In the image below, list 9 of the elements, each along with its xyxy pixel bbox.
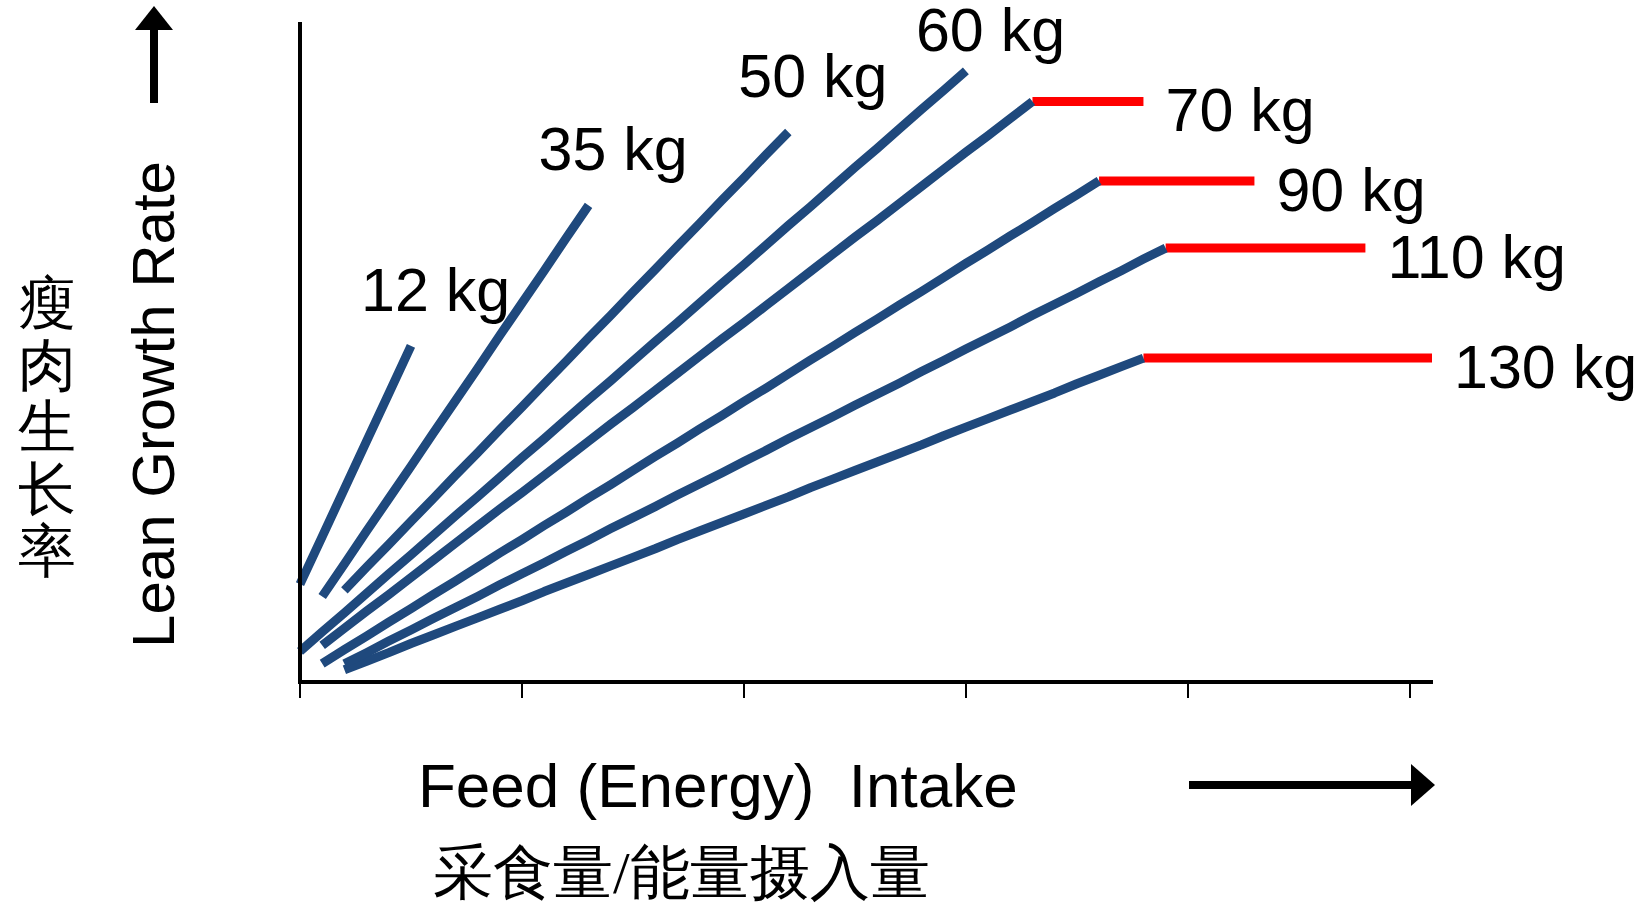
series-label: 50 kg bbox=[738, 42, 888, 110]
series-label: 90 kg bbox=[1276, 155, 1426, 224]
x-axis-title: Feed (Energy) Intake 采食量/能量摄入量 bbox=[418, 751, 1018, 906]
series-label: 35 kg bbox=[538, 115, 688, 184]
series-label: 60 kg bbox=[915, 0, 1066, 64]
series-label: 130 kg bbox=[1454, 333, 1638, 402]
series-label: 12 kg bbox=[360, 255, 511, 324]
series-label: 70 kg bbox=[1165, 76, 1315, 145]
series-label: 110 kg bbox=[1387, 223, 1567, 292]
